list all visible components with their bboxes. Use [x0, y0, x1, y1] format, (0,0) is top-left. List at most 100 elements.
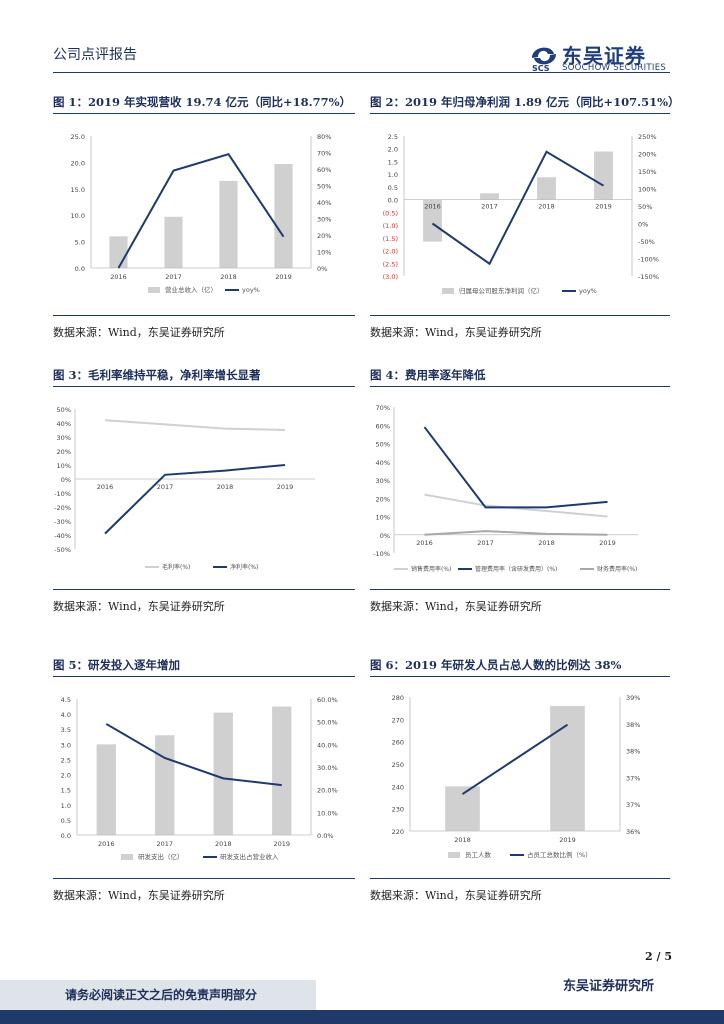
- series-line: [423, 426, 608, 509]
- y-left-tick-label: 2.0: [61, 772, 71, 780]
- bar: [480, 193, 499, 200]
- figure-1-source: 数据来源：Wind，东吴证券研究所: [53, 326, 225, 339]
- y-left-tick-label: 1.0: [61, 802, 71, 810]
- x-tick-label: 2019: [595, 203, 612, 211]
- page-number: 2 / 5: [645, 950, 672, 963]
- x-tick-label: 2018: [220, 273, 237, 281]
- y-left-tick-label: 3.0: [61, 741, 71, 749]
- y-right-tick-label: 20.0%: [317, 787, 338, 795]
- x-tick-label: 2019: [277, 483, 294, 491]
- series-line: [104, 419, 286, 431]
- legend-label: 财务费用率(%): [597, 565, 637, 573]
- x-tick-label: 2016: [424, 203, 441, 211]
- y-right-tick-label: 40.0%: [317, 741, 338, 749]
- bar: [213, 712, 233, 835]
- legend-swatch: [148, 287, 160, 293]
- series-line: [461, 723, 569, 795]
- y-tick-label: 50%: [57, 406, 71, 414]
- y-left-tick-label: 0.0: [61, 832, 71, 840]
- y-right-tick-label: 50.0%: [317, 719, 338, 727]
- x-tick-label: 2017: [165, 273, 182, 281]
- y-tick-label: -10%: [373, 550, 390, 558]
- y-tick-label: -40%: [54, 532, 71, 540]
- y-right-tick-label: -100%: [638, 256, 659, 264]
- figure-5-source-rule: [53, 878, 355, 879]
- figure-1-title: 图 1：2019 年实现营收 19.74 亿元（同比+18.77%）: [53, 95, 352, 109]
- y-right-tick-label: 150%: [638, 168, 657, 176]
- y-right-tick-label: 0%: [638, 221, 648, 229]
- figure-2-source: 数据来源：Wind，东吴证券研究所: [370, 326, 542, 339]
- y-left-tick-label: 3.5: [61, 726, 71, 734]
- figure-4-source-rule: [370, 589, 670, 590]
- y-right-tick-label: 60%: [317, 166, 331, 174]
- y-right-tick-label: 20%: [317, 232, 331, 240]
- y-tick-label: -50%: [54, 546, 71, 554]
- x-tick-label: 2019: [599, 539, 616, 547]
- y-left-tick-label: 15.0: [71, 186, 85, 194]
- legend-label: 归属母公司股东净利润（亿）: [459, 286, 544, 295]
- y-right-tick-label: 80%: [317, 133, 331, 141]
- y-right-tick-label: 50%: [638, 203, 652, 211]
- y-left-tick-label: 240: [392, 783, 404, 791]
- x-tick-label: 2018: [538, 539, 555, 547]
- report-type: 公司点评报告: [53, 47, 137, 63]
- legend-label: 管理费用率（含研发费用）(%): [475, 565, 557, 573]
- x-tick-label: 2019: [273, 840, 290, 848]
- figure-6-source-rule: [370, 878, 670, 879]
- y-left-tick-label: 0.0: [75, 265, 85, 273]
- legend-label: 员工人数: [465, 850, 492, 859]
- figure-3-title-rule: [53, 386, 355, 387]
- bar: [96, 744, 116, 835]
- y-left-tick-label: (1.0): [383, 222, 398, 230]
- y-left-tick-label: (0.5): [383, 209, 398, 217]
- figure-1-chart: 0.0 5.0 10.0 15.0 20.0 25.0 0% 10% 20% 30% 40% 50% 6…: [71, 133, 332, 294]
- figure-5-source: 数据来源：Wind，东吴证券研究所: [53, 889, 225, 902]
- figure-2-title-rule: [370, 113, 670, 114]
- x-tick-label: 2017: [157, 483, 174, 491]
- x-tick-label: 2017: [477, 539, 494, 547]
- y-tick-label: 40%: [57, 420, 71, 428]
- y-right-tick-label: 37%: [626, 801, 640, 809]
- y-left-tick-label: 20.0: [71, 159, 85, 167]
- legend-label: 营业总收入（亿）: [165, 285, 217, 294]
- y-right-tick-label: -150%: [638, 273, 659, 281]
- figure-4-chart: -10% 0% 10% 20% 30% 40% 50% 60% 70% 2016 2017 2018 2…: [373, 404, 638, 573]
- legend-label: 净利率(%): [230, 563, 258, 571]
- y-tick-label: 30%: [376, 477, 390, 485]
- y-left-tick-label: 250: [392, 761, 404, 769]
- y-tick-label: 0%: [61, 476, 71, 484]
- y-left-tick-label: 4.5: [61, 696, 71, 704]
- figure-6-title: 图 6：2019 年研发人员占总人数的比例达 38%: [370, 658, 622, 672]
- y-tick-label: 30%: [57, 434, 71, 442]
- figure-6-title-rule: [370, 676, 670, 677]
- y-right-tick-label: -50%: [638, 238, 655, 246]
- y-left-tick-label: (2.5): [383, 260, 398, 268]
- y-tick-label: 40%: [376, 459, 390, 467]
- bar: [550, 705, 585, 831]
- bar: [219, 180, 238, 268]
- header-divider: [53, 72, 670, 73]
- y-right-tick-label: 10%: [317, 249, 331, 257]
- y-tick-label: 50%: [376, 441, 390, 449]
- y-left-tick-label: 260: [392, 739, 404, 747]
- bar: [537, 177, 556, 200]
- figure-3-chart: -50% -40% -30% -20% -10% 0% 10% 20% 30% 40% 50% 201…: [54, 406, 315, 571]
- y-left-tick-label: (3.0): [383, 273, 398, 281]
- y-right-tick-label: 30.0%: [317, 764, 338, 772]
- x-tick-label: 2018: [454, 836, 471, 844]
- y-right-tick-label: 60.0%: [317, 696, 338, 704]
- series-line: [424, 493, 608, 518]
- y-tick-label: -10%: [54, 490, 71, 498]
- y-left-tick-label: 220: [392, 828, 404, 836]
- footer-disclaimer: 请务必阅读正文之后的免责声明部分: [65, 988, 258, 1002]
- x-tick-label: 2016: [97, 483, 114, 491]
- figure-3-source-rule: [53, 589, 355, 590]
- x-tick-label: 2019: [559, 836, 576, 844]
- y-right-tick-label: 250%: [638, 133, 657, 141]
- y-tick-label: -30%: [54, 518, 71, 526]
- y-tick-label: 10%: [376, 514, 390, 522]
- y-left-tick-label: 2.0: [388, 146, 398, 154]
- footer-institute: 东吴证券研究所: [562, 979, 654, 994]
- x-tick-label: 2016: [110, 273, 127, 281]
- y-tick-label: 20%: [376, 495, 390, 503]
